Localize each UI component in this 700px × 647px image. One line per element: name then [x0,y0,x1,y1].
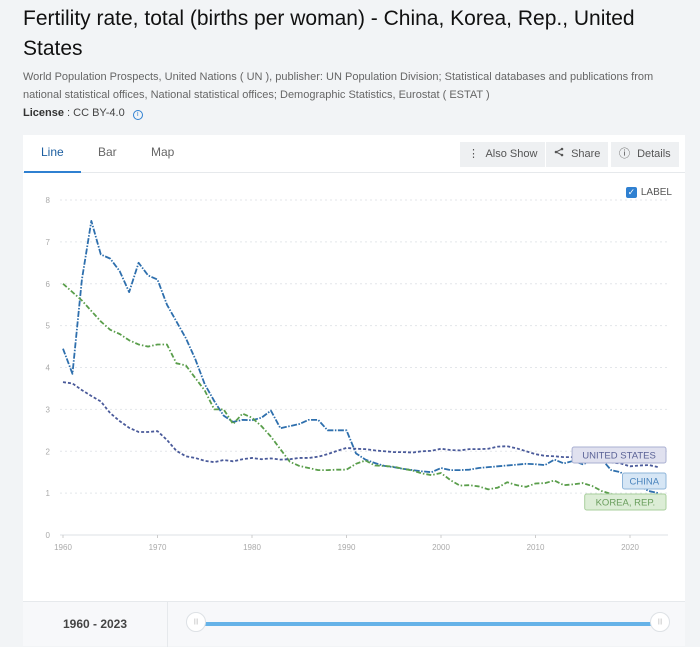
series-label-box-korea-rep [584,493,667,511]
y-tick-label: 0 [46,531,51,540]
license-label: License [23,107,64,119]
info-circle-icon: ⓘ [619,148,630,160]
y-tick-label: 8 [46,196,51,205]
series-line-korea-rep [62,283,659,506]
series-label-korea-rep: KOREA, REP. [596,498,656,509]
series-line-china [62,220,659,495]
series-label-united-states: UNITED STATES [582,451,656,462]
tab-bar[interactable]: Bar [98,145,117,159]
chart-card: Line Bar Map ⋮ Also Show Share ⓘ Details… [23,135,685,647]
source-description: World Population Prospects, United Natio… [23,71,654,101]
license-row: License : CC BY-4.0 i [23,107,143,120]
chart-type-tabs: Line Bar Map ⋮ Also Show Share ⓘ Details [23,135,685,173]
more-vertical-icon: ⋮ [468,148,479,160]
series-label-box-china [622,472,667,490]
slider-handle-end[interactable]: ||| [650,612,670,632]
details-label: Details [637,148,671,160]
tab-line[interactable]: Line [41,145,64,159]
y-tick-label: 1 [46,489,51,498]
tab-map[interactable]: Map [151,145,175,159]
share-button[interactable]: Share [546,142,609,167]
y-tick-label: 7 [46,238,51,247]
y-tick-label: 2 [46,447,51,456]
details-button[interactable]: ⓘ Details [611,142,679,167]
label-checkbox[interactable]: ✓ [625,187,637,198]
also-show-button[interactable]: ⋮ Also Show [460,142,546,167]
active-tab-indicator [24,171,81,173]
label-toggle-text: LABEL [640,187,672,198]
x-tick-label: 1990 [338,543,356,552]
share-label: Share [571,148,601,160]
y-tick-label: 4 [46,364,51,373]
year-range-text: 1960 - 2023 [23,602,168,647]
y-tick-label: 5 [46,322,51,331]
x-tick-label: 2020 [621,543,639,552]
x-tick-label: 1960 [54,543,72,552]
share-icon [554,142,564,167]
license-value: : CC BY-4.0 [67,107,125,119]
y-tick-label: 6 [46,280,51,289]
label-toggle[interactable]: ✓ LABEL [625,187,672,198]
slider-handle-start[interactable]: ||| [186,612,206,632]
series-label-china: CHINA [629,477,659,488]
x-tick-label: 1980 [243,543,261,552]
page-gutter [685,135,700,646]
year-range-slider: 1960 - 2023 ||| ||| [23,601,685,647]
x-tick-label: 2010 [527,543,545,552]
x-tick-label: 1970 [149,543,167,552]
series-label-box-united-states [571,446,667,464]
also-show-label: Also Show [485,148,538,160]
slider-track[interactable] [195,622,661,626]
info-icon[interactable]: i [132,110,143,120]
y-tick-label: 3 [46,405,51,414]
page-title: Fertility rate, total (births per woman)… [23,7,635,60]
x-tick-label: 2000 [432,543,450,552]
series-line-united-states [62,381,659,469]
